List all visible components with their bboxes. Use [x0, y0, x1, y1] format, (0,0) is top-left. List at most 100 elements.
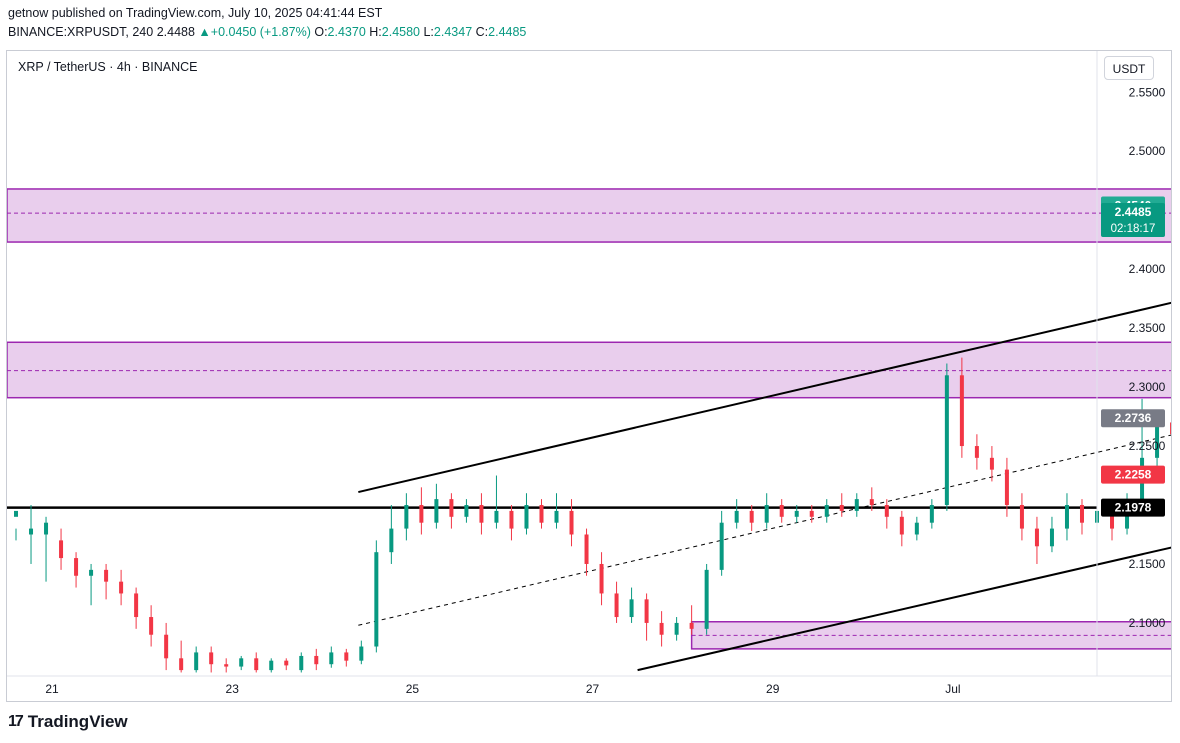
ohlc-legend: BINANCE:XRPUSDT, 240 2.4488 ▲+0.0450 (+1… [8, 25, 527, 39]
candle-29 [449, 499, 454, 517]
candle-47 [719, 522, 724, 570]
candle-63 [959, 375, 964, 447]
candle-40 [614, 593, 619, 618]
candle-67 [1019, 505, 1024, 529]
x-tick-label: 29 [766, 682, 780, 696]
candle-58 [884, 505, 889, 517]
tradingview-logo[interactable]: 17 TradingView [8, 712, 128, 732]
candle-60 [914, 522, 919, 535]
candle-30 [464, 505, 469, 517]
candle-55 [839, 505, 844, 511]
candle-24 [374, 552, 379, 647]
candle-10 [164, 634, 169, 659]
candle-73 [1110, 510, 1115, 529]
candle-33 [509, 510, 514, 529]
candle-21 [329, 652, 334, 665]
candle-77 [1170, 422, 1171, 435]
candle-1 [29, 528, 34, 535]
legend-high-label: H: [369, 25, 382, 39]
zone-1 [7, 341, 1171, 399]
y-tick-label: 2.4000 [1129, 262, 1166, 276]
legend-close: 2.4485 [488, 25, 527, 39]
candle-64 [974, 446, 979, 458]
candle-28 [434, 499, 439, 523]
candle-65 [989, 457, 994, 470]
y-tick-label: 2.3000 [1129, 380, 1166, 394]
candle-0 [14, 510, 19, 517]
price-label-bg-4 [1101, 498, 1165, 517]
publish-info: getnow published on TradingView.com, Jul… [8, 6, 383, 20]
zone-0 [7, 188, 1171, 243]
candle-62 [944, 375, 949, 506]
candle-50 [764, 505, 769, 523]
candle-51 [779, 505, 784, 517]
y-tick-label: 2.1000 [1129, 616, 1166, 630]
candle-31 [479, 505, 484, 523]
candle-6 [104, 569, 109, 582]
legend-low: 2.4347 [433, 25, 473, 39]
tradingview-mark-icon: 17 [8, 713, 24, 730]
y-tick-label: 2.5500 [1129, 85, 1166, 99]
candle-34 [524, 505, 529, 529]
candle-43 [659, 622, 664, 635]
candle-61 [929, 505, 934, 523]
legend-high: 2.4580 [381, 25, 420, 39]
candle-9 [149, 617, 154, 635]
candle-12 [194, 652, 199, 671]
candle-45 [689, 622, 694, 629]
candle-38 [584, 534, 589, 564]
channel-lower-line [637, 546, 1171, 672]
candle-76 [1155, 422, 1160, 458]
candle-23 [359, 646, 364, 661]
candle-68 [1034, 528, 1039, 547]
candle-36 [554, 510, 559, 523]
candle-44 [674, 622, 679, 635]
candle-42 [644, 599, 649, 623]
candle-59 [899, 516, 904, 535]
candle-3 [59, 540, 64, 559]
candle-4 [74, 558, 79, 576]
candle-27 [419, 505, 424, 523]
candle-20 [314, 655, 319, 665]
candle-22 [344, 652, 349, 661]
chart-canvas[interactable]: 2.10002.15002.20002.25002.30002.35002.40… [7, 51, 1171, 701]
x-tick-label: Jul [945, 682, 960, 696]
candle-16 [254, 658, 259, 671]
candle-39 [599, 563, 604, 594]
candle-46 [704, 569, 709, 629]
candle-53 [809, 510, 814, 517]
candle-11 [179, 658, 184, 671]
candle-66 [1004, 469, 1009, 506]
candle-7 [119, 581, 124, 594]
channel-mid-line [358, 434, 1171, 626]
legend-up-arrow-icon: ▲ [198, 25, 211, 39]
candle-14 [224, 664, 229, 667]
legend-open: 2.4370 [327, 25, 366, 39]
candle-5 [89, 569, 94, 576]
price-label-bg-2 [1101, 409, 1165, 428]
x-tick-label: 25 [406, 682, 420, 696]
x-tick-label: 27 [586, 682, 600, 696]
legend-symbol: BINANCE:XRPUSDT [8, 25, 126, 39]
candle-70 [1064, 505, 1069, 529]
candle-57 [869, 499, 874, 506]
price-label-bg-1 [1101, 202, 1165, 237]
candle-32 [494, 510, 499, 523]
candle-69 [1049, 528, 1054, 547]
y-tick-label: 2.2500 [1129, 439, 1166, 453]
price-label: 2.1978 [1115, 501, 1152, 515]
y-tick-label: 2.3500 [1129, 321, 1166, 335]
candle-49 [749, 510, 754, 523]
price-label: 2.4485 [1115, 205, 1152, 219]
candle-18 [284, 660, 289, 666]
legend-open-label: O: [314, 25, 328, 39]
candle-71 [1079, 505, 1084, 523]
candle-35 [539, 505, 544, 523]
countdown-label: 02:18:17 [1111, 223, 1156, 235]
currency-button[interactable]: USDT [1104, 56, 1154, 80]
candle-74 [1125, 505, 1130, 529]
candle-54 [824, 505, 829, 517]
legend-interval: 240 [132, 25, 154, 39]
price-label-bg-3 [1101, 465, 1165, 484]
legend-last: 2.4488 [156, 25, 195, 39]
